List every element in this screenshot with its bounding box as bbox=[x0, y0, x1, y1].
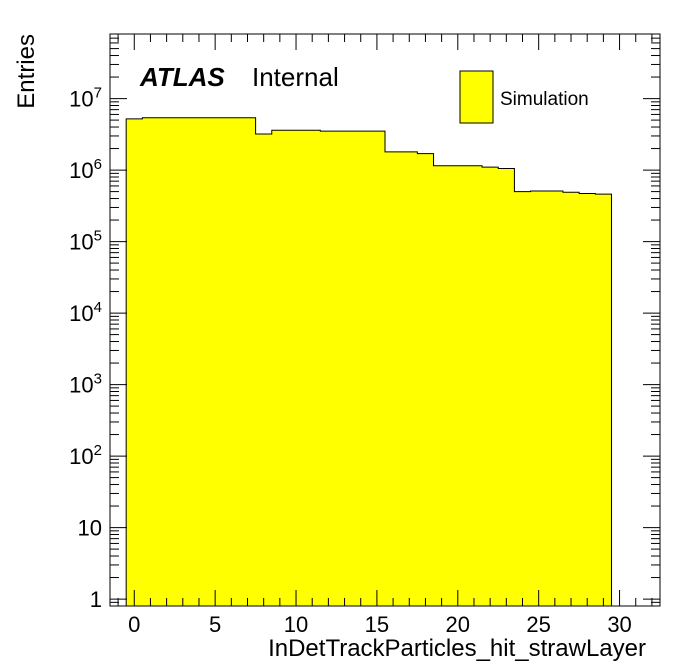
y-tick-label: 106 bbox=[69, 156, 102, 183]
histogram-bin bbox=[239, 117, 257, 607]
x-axis-title: InDetTrackParticles_hit_strawLayer bbox=[268, 635, 646, 662]
histogram-bin bbox=[562, 192, 580, 606]
histogram-bin bbox=[223, 117, 241, 607]
histogram-bin bbox=[498, 168, 516, 606]
histogram-bin bbox=[579, 193, 596, 606]
x-tick-label: 0 bbox=[128, 612, 140, 637]
atlas-label: ATLAS bbox=[139, 62, 225, 92]
x-tick-label: 10 bbox=[284, 612, 308, 637]
y-tick-label: 102 bbox=[69, 442, 102, 469]
legend-label-simulation: Simulation bbox=[500, 89, 589, 110]
y-tick-label: 10 bbox=[78, 516, 102, 541]
histogram-bin bbox=[385, 151, 402, 606]
histogram-bin bbox=[142, 117, 160, 607]
legend-swatch-simulation bbox=[459, 70, 494, 124]
x-tick-label: 15 bbox=[365, 612, 389, 637]
histogram-bin bbox=[126, 118, 143, 606]
histogram-bin bbox=[546, 190, 564, 606]
y-tick-label: 105 bbox=[69, 228, 102, 255]
x-tick-label: 5 bbox=[209, 612, 221, 637]
y-axis-title: Entries bbox=[13, 34, 40, 109]
internal-label: Internal bbox=[252, 62, 339, 92]
histogram-bin bbox=[320, 131, 338, 606]
histogram-bin bbox=[174, 117, 192, 607]
histogram-outline bbox=[125, 117, 612, 606]
x-tick-labels: 0 5 10 15 20 25 30 bbox=[128, 612, 632, 637]
histogram-bin bbox=[595, 194, 613, 606]
histogram-bin bbox=[417, 153, 435, 606]
histogram-bin bbox=[287, 130, 305, 607]
histogram-bars bbox=[125, 117, 613, 607]
histogram-bin bbox=[158, 117, 176, 607]
y-tick-label: 107 bbox=[69, 85, 102, 112]
x-tick-label: 20 bbox=[446, 612, 470, 637]
histogram-bin bbox=[449, 165, 467, 607]
histogram-bin bbox=[207, 117, 224, 607]
histogram-bin bbox=[401, 151, 418, 606]
y-tick-label: 104 bbox=[69, 299, 102, 326]
axis-ticks bbox=[110, 33, 660, 607]
histogram-bin bbox=[514, 191, 532, 606]
histogram-bin bbox=[433, 165, 451, 607]
histogram-bin bbox=[190, 117, 208, 607]
x-tick-label: 30 bbox=[607, 612, 631, 637]
y-tick-labels: 1 10 102 103 104 105 106 107 bbox=[69, 85, 102, 612]
histogram-bin bbox=[530, 190, 548, 606]
histogram-bin bbox=[368, 131, 386, 606]
x-tick-label: 25 bbox=[526, 612, 550, 637]
histogram-bin bbox=[465, 165, 483, 607]
histogram-bin bbox=[352, 131, 370, 606]
plot-frame bbox=[109, 33, 661, 607]
histogram-bin bbox=[482, 167, 499, 606]
y-tick-label: 1 bbox=[90, 587, 102, 612]
histogram-bin bbox=[255, 133, 273, 607]
histogram-bin bbox=[271, 130, 289, 607]
histogram-bin bbox=[304, 130, 321, 607]
histogram-bin bbox=[336, 131, 354, 606]
y-tick-label: 103 bbox=[69, 371, 102, 398]
